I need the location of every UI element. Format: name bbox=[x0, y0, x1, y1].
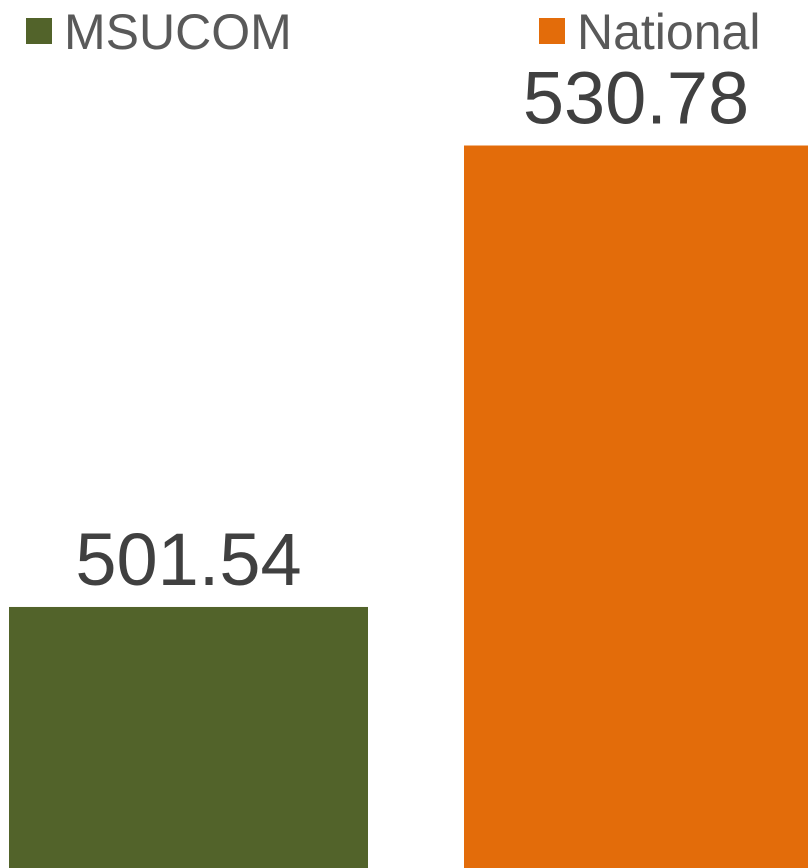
legend-swatch bbox=[539, 18, 565, 44]
legend-swatch bbox=[26, 18, 52, 44]
bar bbox=[9, 606, 368, 868]
value-label: 530.78 bbox=[523, 57, 749, 140]
bar bbox=[464, 145, 808, 868]
legend-label: MSUCOM bbox=[64, 4, 292, 60]
legend-label: National bbox=[577, 4, 760, 60]
value-label: 501.54 bbox=[75, 518, 301, 601]
